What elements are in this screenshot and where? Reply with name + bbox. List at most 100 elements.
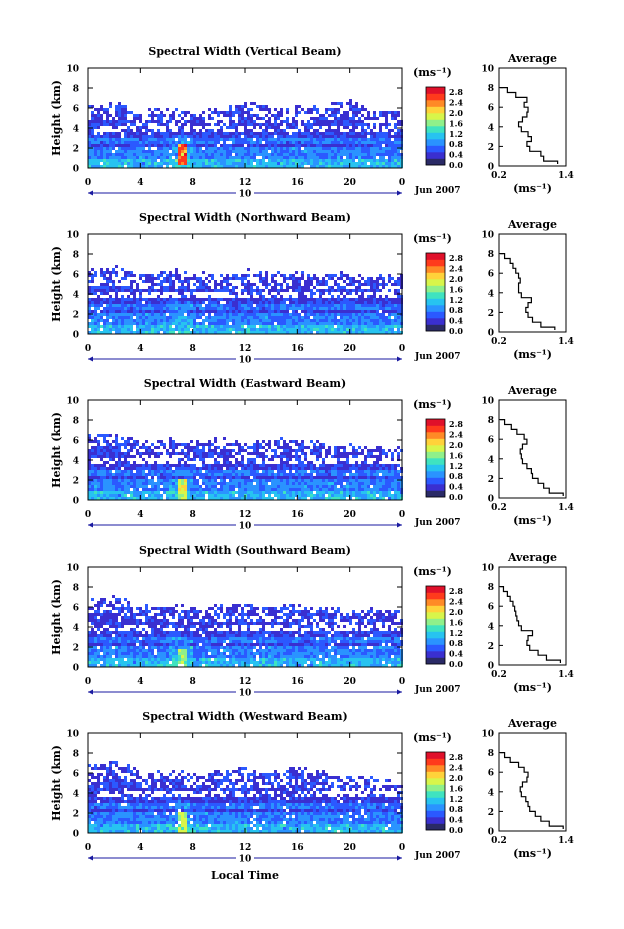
heatmap-cell (280, 295, 283, 298)
heatmap-cell (250, 304, 253, 307)
heatmap-cell (217, 470, 220, 473)
heatmap-cell (268, 292, 271, 295)
heatmap-cell (325, 491, 328, 494)
heatmap-cell (247, 150, 250, 153)
heatmap-cell (148, 156, 151, 159)
heatmap-cell (370, 162, 373, 165)
heatmap-cell (97, 111, 100, 114)
heatmap-cell (292, 298, 295, 301)
heatmap-cell (181, 150, 184, 153)
heatmap-cell (364, 298, 367, 301)
heatmap-cell (196, 443, 199, 446)
heatmap-cell (100, 138, 103, 141)
heatmap-cell (343, 325, 346, 328)
heatmap-cell (352, 126, 355, 129)
heatmap-cell (313, 452, 316, 455)
heatmap-cell (298, 491, 301, 494)
heatmap-cell (220, 313, 223, 316)
heatmap-cell (397, 319, 400, 322)
heatmap-cell (181, 117, 184, 120)
heatmap-cell (199, 494, 202, 497)
heatmap-cell (220, 147, 223, 150)
heatmap-cell (118, 301, 121, 304)
heatmap-cell (238, 132, 241, 135)
heatmap-cell (121, 476, 124, 479)
heatmap-cell (145, 153, 148, 156)
heatmap-cell (187, 470, 190, 473)
heatmap-cell (286, 313, 289, 316)
heatmap-cell (106, 461, 109, 464)
heatmap-cell (94, 138, 97, 141)
heatmap-cell (157, 476, 160, 479)
heatmap-cell (178, 144, 181, 147)
heatmap-cell (88, 488, 91, 491)
heatmap-cell (241, 325, 244, 328)
heatmap-cell (199, 455, 202, 458)
heatmap-cell (118, 449, 121, 452)
heatmap-cell (127, 449, 130, 452)
date-label: Jun 2007 (414, 186, 461, 196)
heatmap-cell (187, 120, 190, 123)
heatmap-cell (229, 328, 232, 331)
heatmap-cell (346, 150, 349, 153)
heatmap-cell (373, 298, 376, 301)
heatmap-cell (199, 328, 202, 331)
heatmap-cell (142, 470, 145, 473)
heatmap-cell (100, 491, 103, 494)
heatmap-cell (280, 156, 283, 159)
heatmap-cell (286, 497, 289, 500)
heatmap-cell (214, 464, 217, 467)
heatmap-cell (193, 129, 196, 132)
heatmap-cell (370, 165, 373, 168)
colorbar-swatch (426, 126, 445, 133)
heatmap-cell (190, 476, 193, 479)
heatmap-cell (352, 165, 355, 168)
heatmap-cell (238, 304, 241, 307)
heatmap-cell (259, 467, 262, 470)
heatmap-cell (358, 316, 361, 319)
heatmap-cell (136, 147, 139, 150)
heatmap-cell (88, 310, 91, 313)
heatmap-cell (112, 316, 115, 319)
heatmap-cell (193, 156, 196, 159)
heatmap-cell (292, 485, 295, 488)
heatmap-cell (142, 313, 145, 316)
heatmap-cell (244, 159, 247, 162)
heatmap-cell (151, 274, 154, 277)
heatmap-cell (163, 286, 166, 289)
heatmap-cell (355, 298, 358, 301)
heatmap-cell (127, 325, 130, 328)
heatmap-cell (190, 277, 193, 280)
heatmap-cell (274, 289, 277, 292)
heatmap-cell (208, 132, 211, 135)
heatmap-cell (235, 467, 238, 470)
heatmap-cell (97, 126, 100, 129)
heatmap-cell (319, 325, 322, 328)
heatmap-cell (331, 310, 334, 313)
heatmap-cell (148, 328, 151, 331)
heatmap-cell (343, 301, 346, 304)
heatmap-cell (241, 298, 244, 301)
heatmap-cell (259, 452, 262, 455)
heatmap-cell (268, 464, 271, 467)
heatmap-cell (103, 135, 106, 138)
heatmap-cell (124, 129, 127, 132)
heatmap-cell (277, 138, 280, 141)
heatmap-cell (115, 325, 118, 328)
heatmap-cell (259, 153, 262, 156)
heatmap-cell (94, 440, 97, 443)
heatmap-cell (103, 491, 106, 494)
heatmap-cell (184, 322, 187, 325)
heatmap-cell (280, 114, 283, 117)
heatmap-cell (208, 108, 211, 111)
heatmap-cell (283, 156, 286, 159)
heatmap-cell (277, 289, 280, 292)
heatmap-cell (112, 491, 115, 494)
heatmap-cell (181, 304, 184, 307)
heatmap-cell (169, 313, 172, 316)
heatmap-cell (277, 328, 280, 331)
heatmap-cell (127, 147, 130, 150)
heatmap-cell (238, 443, 241, 446)
heatmap-cell (385, 135, 388, 138)
heatmap-cell (217, 150, 220, 153)
